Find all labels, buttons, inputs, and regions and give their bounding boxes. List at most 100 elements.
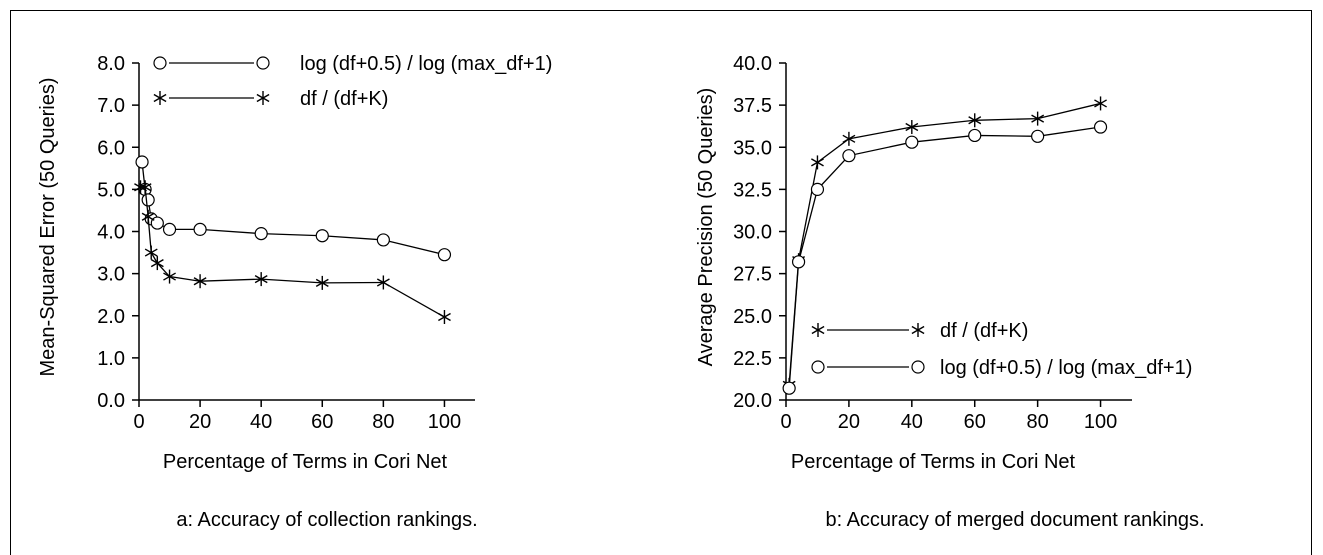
chart-a-series-1-line — [140, 186, 445, 318]
chart-b-series-1-point-1 — [791, 255, 806, 269]
chart-b-legend-entry-1: log (df+0.5) / log (max_df+1) — [811, 357, 1192, 379]
chart-a-xtick-label-0: 0 — [133, 411, 144, 433]
chart-a-series-0-point-8 — [315, 229, 329, 243]
chart-b-ylabel: Average Precision (50 Queries) — [695, 88, 717, 367]
chart-a-xtick-label-4: 80 — [372, 411, 394, 433]
chart-a-series-1-point-6 — [193, 274, 207, 289]
chart-a-series-0-point-6 — [193, 222, 207, 236]
chart-a-series-0-point-7 — [254, 227, 268, 241]
chart-a-xtick-label-1: 20 — [189, 411, 211, 433]
chart-b-legend-label-0: df / (df+K) — [940, 320, 1028, 342]
chart-a-xtick-label-5: 100 — [428, 411, 461, 433]
chart-a-ytick-label-4: 4.0 — [97, 222, 125, 244]
chart-b-series-1-point-3 — [842, 149, 856, 163]
chart-b-legend-label-1: log (df+0.5) / log (max_df+1) — [940, 357, 1192, 379]
chart-b-series-1-point-4 — [905, 135, 919, 149]
chart-b-xtick-label-2: 40 — [901, 411, 923, 433]
chart-b-series-0-point-2 — [811, 155, 824, 170]
chart-a-ytick-label-5: 5.0 — [97, 179, 125, 201]
chart-a-ytick-label-6: 6.0 — [97, 137, 125, 159]
chart-a-ytick-label-3: 3.0 — [97, 264, 125, 286]
chart-b-xtick-label-5: 100 — [1084, 411, 1117, 433]
chart-b-ytick-label-1: 22.5 — [733, 348, 772, 370]
chart-a-xtick-label-2: 40 — [250, 411, 272, 433]
chart-a-series-1-point-8-stroke-b — [315, 278, 329, 287]
chart-a-series-1-point-10-stroke-b — [438, 312, 451, 322]
chart-b-xtick-label-3: 60 — [964, 411, 986, 433]
chart-a-ytick-label-8: 8.0 — [97, 53, 125, 75]
chart-a-ytick-label-1: 1.0 — [97, 348, 125, 370]
chart-a-legend-marker-start-1 — [153, 91, 167, 105]
chart-a-series-1-point-4 — [150, 256, 164, 271]
chart-b-series-0-point-7-stroke-b — [1094, 99, 1107, 108]
chart-a-legend-entry-1: df / (df+K) — [153, 88, 388, 110]
chart-b-series-0-point-7 — [1094, 96, 1107, 111]
chart-a-legend-entry-0: log (df+0.5) / log (max_df+1) — [153, 53, 552, 75]
chart-b-legend-entry-0: df / (df+K) — [811, 320, 1028, 342]
chart-b-legend-marker-start-0 — [811, 323, 825, 337]
chart-a-legend-label-1: df / (df+K) — [300, 88, 388, 110]
chart-a-series-0-line — [141, 161, 445, 256]
chart-b-series-1-line — [788, 126, 1101, 389]
chart-a-series-1-point-2-stroke-b — [141, 212, 155, 221]
chart-a-ytick-label-2: 2.0 — [97, 306, 125, 328]
chart-b-xtick-label-0: 0 — [780, 411, 791, 433]
chart-a-series-1-point-6-stroke-b — [193, 277, 207, 286]
chart-a-series-0-point-9 — [376, 233, 390, 247]
chart-b-series-0-point-6-stroke-b — [1031, 114, 1045, 123]
chart-b-ytick-label-4: 30.0 — [733, 222, 772, 244]
chart-a-series-0-point-2 — [141, 193, 155, 207]
chart-b-series-0-point-3-stroke-b — [842, 134, 856, 143]
chart-b-caption: b: Accuracy of merged document rankings. — [825, 509, 1204, 531]
chart-b-series-0-point-5-stroke-b — [968, 116, 982, 125]
chart-b-series-1-point-6 — [1031, 129, 1045, 143]
chart-a-xlabel: Percentage of Terms in Cori Net — [163, 451, 448, 473]
chart-a-legend-marker-end-0 — [256, 56, 270, 70]
chart-a: Percentage of Terms in Cori Net Mean-Squ… — [37, 53, 552, 531]
chart-a-series-0-point-5 — [162, 222, 177, 236]
chart-b-series-0-point-2-stroke-b — [811, 158, 824, 167]
chart-a-series-1-point-7 — [254, 272, 268, 287]
chart-b-series-0-point-3 — [842, 131, 856, 146]
chart-b-ytick-label-7: 37.5 — [733, 95, 772, 117]
chart-a-series-0-point-10 — [437, 248, 452, 262]
chart-a-ytick-label-7: 7.0 — [97, 95, 125, 117]
figure-frame — [10, 10, 1312, 555]
chart-b-series-0-point-5 — [968, 113, 982, 128]
chart-a-series-1-point-4-stroke-b — [150, 258, 164, 268]
chart-b-legend-marker-end-1 — [911, 360, 925, 374]
chart-b: Percentage of Terms in Cori Net Average … — [695, 53, 1205, 531]
chart-b-series-1-point-0 — [782, 381, 796, 395]
chart-a-series-1-point-3 — [144, 245, 158, 260]
chart-b-xtick-label-1: 20 — [838, 411, 860, 433]
chart-b-ytick-label-0: 20.0 — [733, 390, 772, 412]
chart-b-legend-marker-start-0-stroke-b — [811, 325, 825, 335]
chart-a-series-1-point-10 — [438, 310, 451, 325]
chart-a-xtick-label-3: 60 — [311, 411, 333, 433]
chart-a-series-1-point-1 — [138, 180, 152, 195]
chart-b-ytick-label-2: 25.0 — [733, 306, 772, 328]
chart-a-series-1-point-1-stroke-b — [138, 183, 152, 192]
chart-b-ytick-label-3: 27.5 — [733, 264, 772, 286]
chart-b-xlabel: Percentage of Terms in Cori Net — [791, 451, 1076, 473]
chart-a-series-0-point-0 — [135, 155, 149, 169]
chart-b-series-1-point-7 — [1093, 120, 1108, 134]
chart-b-series-1-point-5 — [968, 128, 982, 143]
chart-a-series-1-point-5-stroke-b — [163, 272, 176, 281]
chart-a-ytick-label-0: 0.0 — [97, 390, 125, 412]
chart-a-legend-marker-end-1-stroke-b — [256, 93, 270, 103]
chart-a-legend-label-0: log (df+0.5) / log (max_df+1) — [300, 53, 552, 75]
chart-a-caption: a: Accuracy of collection rankings. — [176, 509, 477, 531]
chart-b-series-0-point-4 — [905, 120, 919, 135]
chart-a-series-1-point-9 — [376, 275, 390, 290]
chart-a-series-1-point-8 — [315, 275, 329, 290]
chart-b-series-1-point-2 — [810, 182, 825, 196]
chart-b-legend-marker-end-0 — [911, 323, 925, 337]
chart-a-series-1-point-3-stroke-b — [144, 248, 158, 257]
chart-b-series-0-point-6 — [1031, 111, 1045, 126]
chart-a-series-1-point-2 — [141, 209, 155, 224]
chart-b-series-0-line — [788, 102, 1101, 385]
chart-a-legend-marker-end-1 — [256, 91, 270, 105]
chart-b-legend-marker-end-0-stroke-b — [911, 325, 925, 335]
